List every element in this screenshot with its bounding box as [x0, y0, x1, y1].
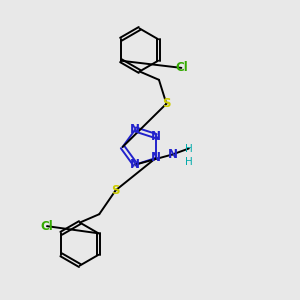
- Text: N: N: [151, 130, 161, 142]
- Text: N: N: [130, 158, 140, 171]
- Text: Cl: Cl: [175, 61, 188, 74]
- Text: S: S: [162, 97, 171, 110]
- Text: S: S: [111, 184, 120, 197]
- Text: N: N: [130, 123, 140, 136]
- Text: N: N: [151, 152, 161, 164]
- Text: H: H: [185, 143, 193, 154]
- Text: H: H: [185, 157, 193, 167]
- Text: N: N: [167, 148, 177, 161]
- Text: Cl: Cl: [40, 220, 53, 232]
